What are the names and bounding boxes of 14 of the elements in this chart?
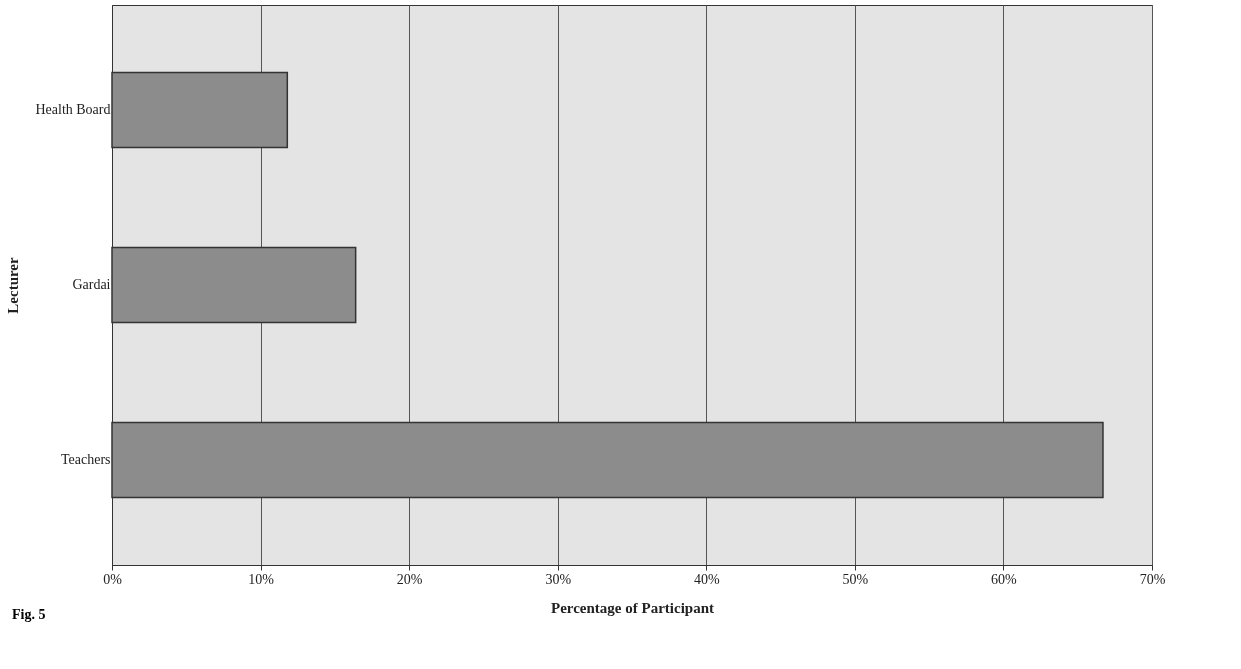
y-tick-label: Teachers: [60, 452, 111, 467]
x-tick-label: 30%: [545, 571, 572, 587]
x-tick-label: 10%: [248, 571, 275, 587]
y-tick-label: Gardai: [72, 277, 111, 292]
x-tick-label: 60%: [991, 571, 1018, 587]
x-tick-label: 70%: [1139, 571, 1166, 587]
y-axis-title: Lecturer: [5, 256, 22, 314]
x-tick-label: 50%: [842, 571, 869, 587]
caption: Fig. 5: [12, 607, 46, 622]
x-tick-label: 40%: [693, 571, 720, 587]
y-tick-label: Health Board: [35, 102, 111, 117]
x-tick-label: 20%: [396, 571, 423, 587]
x-tick-label: 0%: [103, 571, 123, 587]
x-axis-title: Percentage of Participant: [550, 599, 715, 616]
